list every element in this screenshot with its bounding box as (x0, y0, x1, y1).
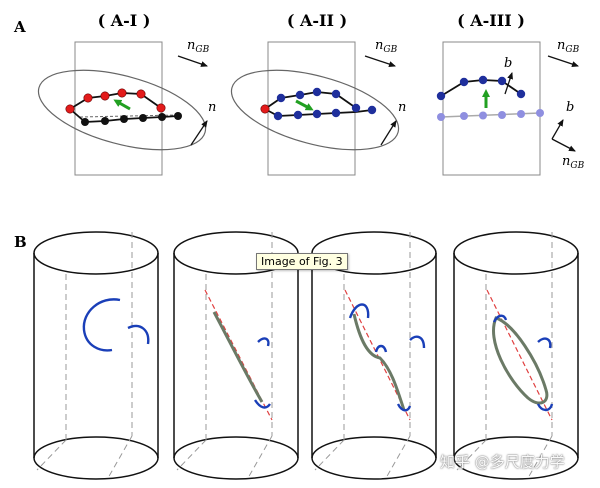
n-label: n (398, 100, 406, 115)
dislocation-blue (492, 314, 508, 323)
dislocation-grey-loop (492, 316, 549, 405)
subpanel-a-iii: ( A-III ) b nGB b nGB (436, 11, 585, 176)
dislocation-blue (396, 403, 412, 412)
grain-boundary-plane (74, 41, 163, 176)
green-arrow (113, 99, 131, 111)
dislocation-loop (127, 324, 150, 345)
dislocation-blue (257, 337, 270, 347)
dislocation-line-upper (69, 92, 162, 110)
b-arrow (504, 72, 513, 95)
cylinder-4 (453, 231, 579, 480)
axis-n-label: nGB (562, 154, 585, 171)
dislocation-blue (253, 399, 271, 409)
dislocation-blue (537, 337, 552, 349)
atom-row-blue (436, 75, 526, 101)
green-arrow (295, 99, 314, 111)
subpanel-title: ( A-III ) (457, 11, 525, 30)
axis-b-arrow (551, 119, 564, 140)
dislocation-grey (212, 311, 264, 403)
axis-b-label: b (566, 100, 574, 115)
dislocation-grey (352, 313, 406, 411)
atom-row-light-blue (437, 109, 544, 121)
slip-plane-ellipse (230, 69, 400, 151)
n-gb-label: nGB (375, 38, 398, 55)
cylinder-1 (33, 231, 159, 480)
dislocation-blue (374, 344, 388, 353)
dislocation-blue (536, 403, 554, 412)
atom-row-blue-lower (273, 105, 377, 121)
n-arrow (380, 120, 397, 146)
atom-row-red (65, 88, 166, 114)
slip-trace (486, 289, 553, 421)
atom-row-blue-upper (276, 87, 361, 113)
n-label: n (208, 100, 216, 115)
n-gb-arrow (547, 55, 579, 67)
subpanel-a-ii: ( A-II ) nGB n (230, 11, 406, 176)
subpanel-a-i: ( A-I ) nGB n (37, 11, 216, 176)
grain-boundary-plane (442, 41, 541, 176)
n-arrow (190, 120, 208, 146)
slip-plane-ellipse (37, 69, 207, 151)
image-tooltip: Image of Fig. 3 (256, 253, 348, 270)
subpanel-title: ( A-I ) (98, 11, 151, 30)
n-gb-arrow (364, 55, 396, 67)
watermark: 知乎 @多尺度力学 (440, 453, 565, 471)
dislocation-loop (82, 298, 121, 352)
panel-b-letter: B (14, 233, 27, 251)
dislocation-blue (409, 335, 426, 349)
axis-n-arrow (551, 138, 576, 152)
grain-boundary-plane (267, 41, 356, 176)
cylinder-2 (173, 231, 299, 480)
dislocation-line-lower (440, 112, 541, 118)
n-gb-label: nGB (187, 38, 210, 55)
n-gb-label: nGB (557, 38, 580, 55)
atom-row-black (81, 112, 182, 126)
atom-row-red (260, 104, 270, 114)
panel-a-letter: A (13, 18, 26, 36)
n-gb-arrow (177, 55, 208, 67)
dislocation-blue (348, 303, 370, 319)
b-label: b (504, 56, 512, 71)
subpanel-title: ( A-II ) (287, 11, 347, 30)
